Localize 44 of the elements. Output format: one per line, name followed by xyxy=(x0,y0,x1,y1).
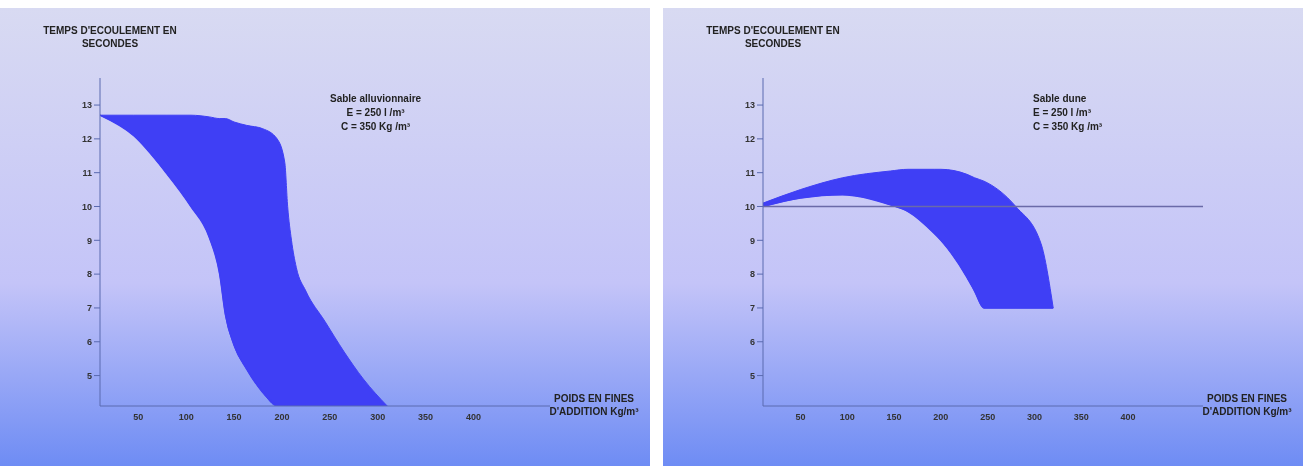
x-tick-label: 200 xyxy=(274,412,290,423)
x-tick-label: 50 xyxy=(133,412,144,423)
x-tick-label: 150 xyxy=(886,412,902,423)
x-tick-label: 50 xyxy=(795,412,806,423)
annotation: C = 350 Kg /m³ xyxy=(339,120,412,134)
x-axis-title: POIDS EN FINES D'ADDITION Kg/m³ xyxy=(1201,392,1293,418)
x-tick-label: 100 xyxy=(839,412,855,423)
y-tick-label: 9 xyxy=(86,235,92,246)
y-tick-label: 5 xyxy=(86,370,92,381)
y-tick-label: 6 xyxy=(86,336,92,347)
y-tick-label: 10 xyxy=(81,201,92,212)
x-tick-label: 250 xyxy=(980,412,996,423)
y-tick-label: 6 xyxy=(749,336,755,347)
y-axis-title: TEMPS D'ECOULEMENT EN SECONDES xyxy=(705,24,841,50)
y-tick-label: 9 xyxy=(749,235,755,246)
y-tick-label: 13 xyxy=(81,100,92,111)
y-tick-label: 7 xyxy=(86,303,92,314)
annotation: Sable alluvionnaire xyxy=(330,92,422,106)
annotation: E = 250 l /m³ xyxy=(1033,106,1093,120)
x-tick-label: 100 xyxy=(178,412,194,423)
y-tick-label: 8 xyxy=(749,269,755,280)
y-tick-label: 5 xyxy=(749,370,755,381)
x-tick-label: 350 xyxy=(1073,412,1089,423)
x-tick-label: 300 xyxy=(1026,412,1043,423)
x-tick-label: 200 xyxy=(933,412,949,423)
y-tick-label: 11 xyxy=(745,167,755,178)
y-tick-label: 10 xyxy=(744,201,755,212)
x-tick-label: 150 xyxy=(226,412,242,423)
x-tick-label: 250 xyxy=(322,412,338,423)
annotation: C = 350 Kg /m³ xyxy=(1033,120,1103,134)
x-tick-label: 300 xyxy=(370,412,386,423)
annotation: E = 250 l /m³ xyxy=(345,106,406,120)
y-tick-label: 12 xyxy=(81,134,92,145)
x-tick-label: 400 xyxy=(465,412,481,423)
x-tick-label: 350 xyxy=(418,412,434,423)
y-tick-label: 7 xyxy=(749,303,755,314)
x-axis-title: POIDS EN FINES D'ADDITION Kg/m³ xyxy=(548,392,640,418)
y-tick-label: 13 xyxy=(744,100,755,111)
y-tick-label: 12 xyxy=(744,134,755,145)
y-axis-title: TEMPS D'ECOULEMENT EN SECONDES xyxy=(42,24,178,50)
y-tick-label: 11 xyxy=(82,167,92,178)
x-tick-label: 400 xyxy=(1120,412,1136,423)
annotation: Sable dune xyxy=(1033,92,1088,106)
y-tick-label: 8 xyxy=(86,269,92,280)
